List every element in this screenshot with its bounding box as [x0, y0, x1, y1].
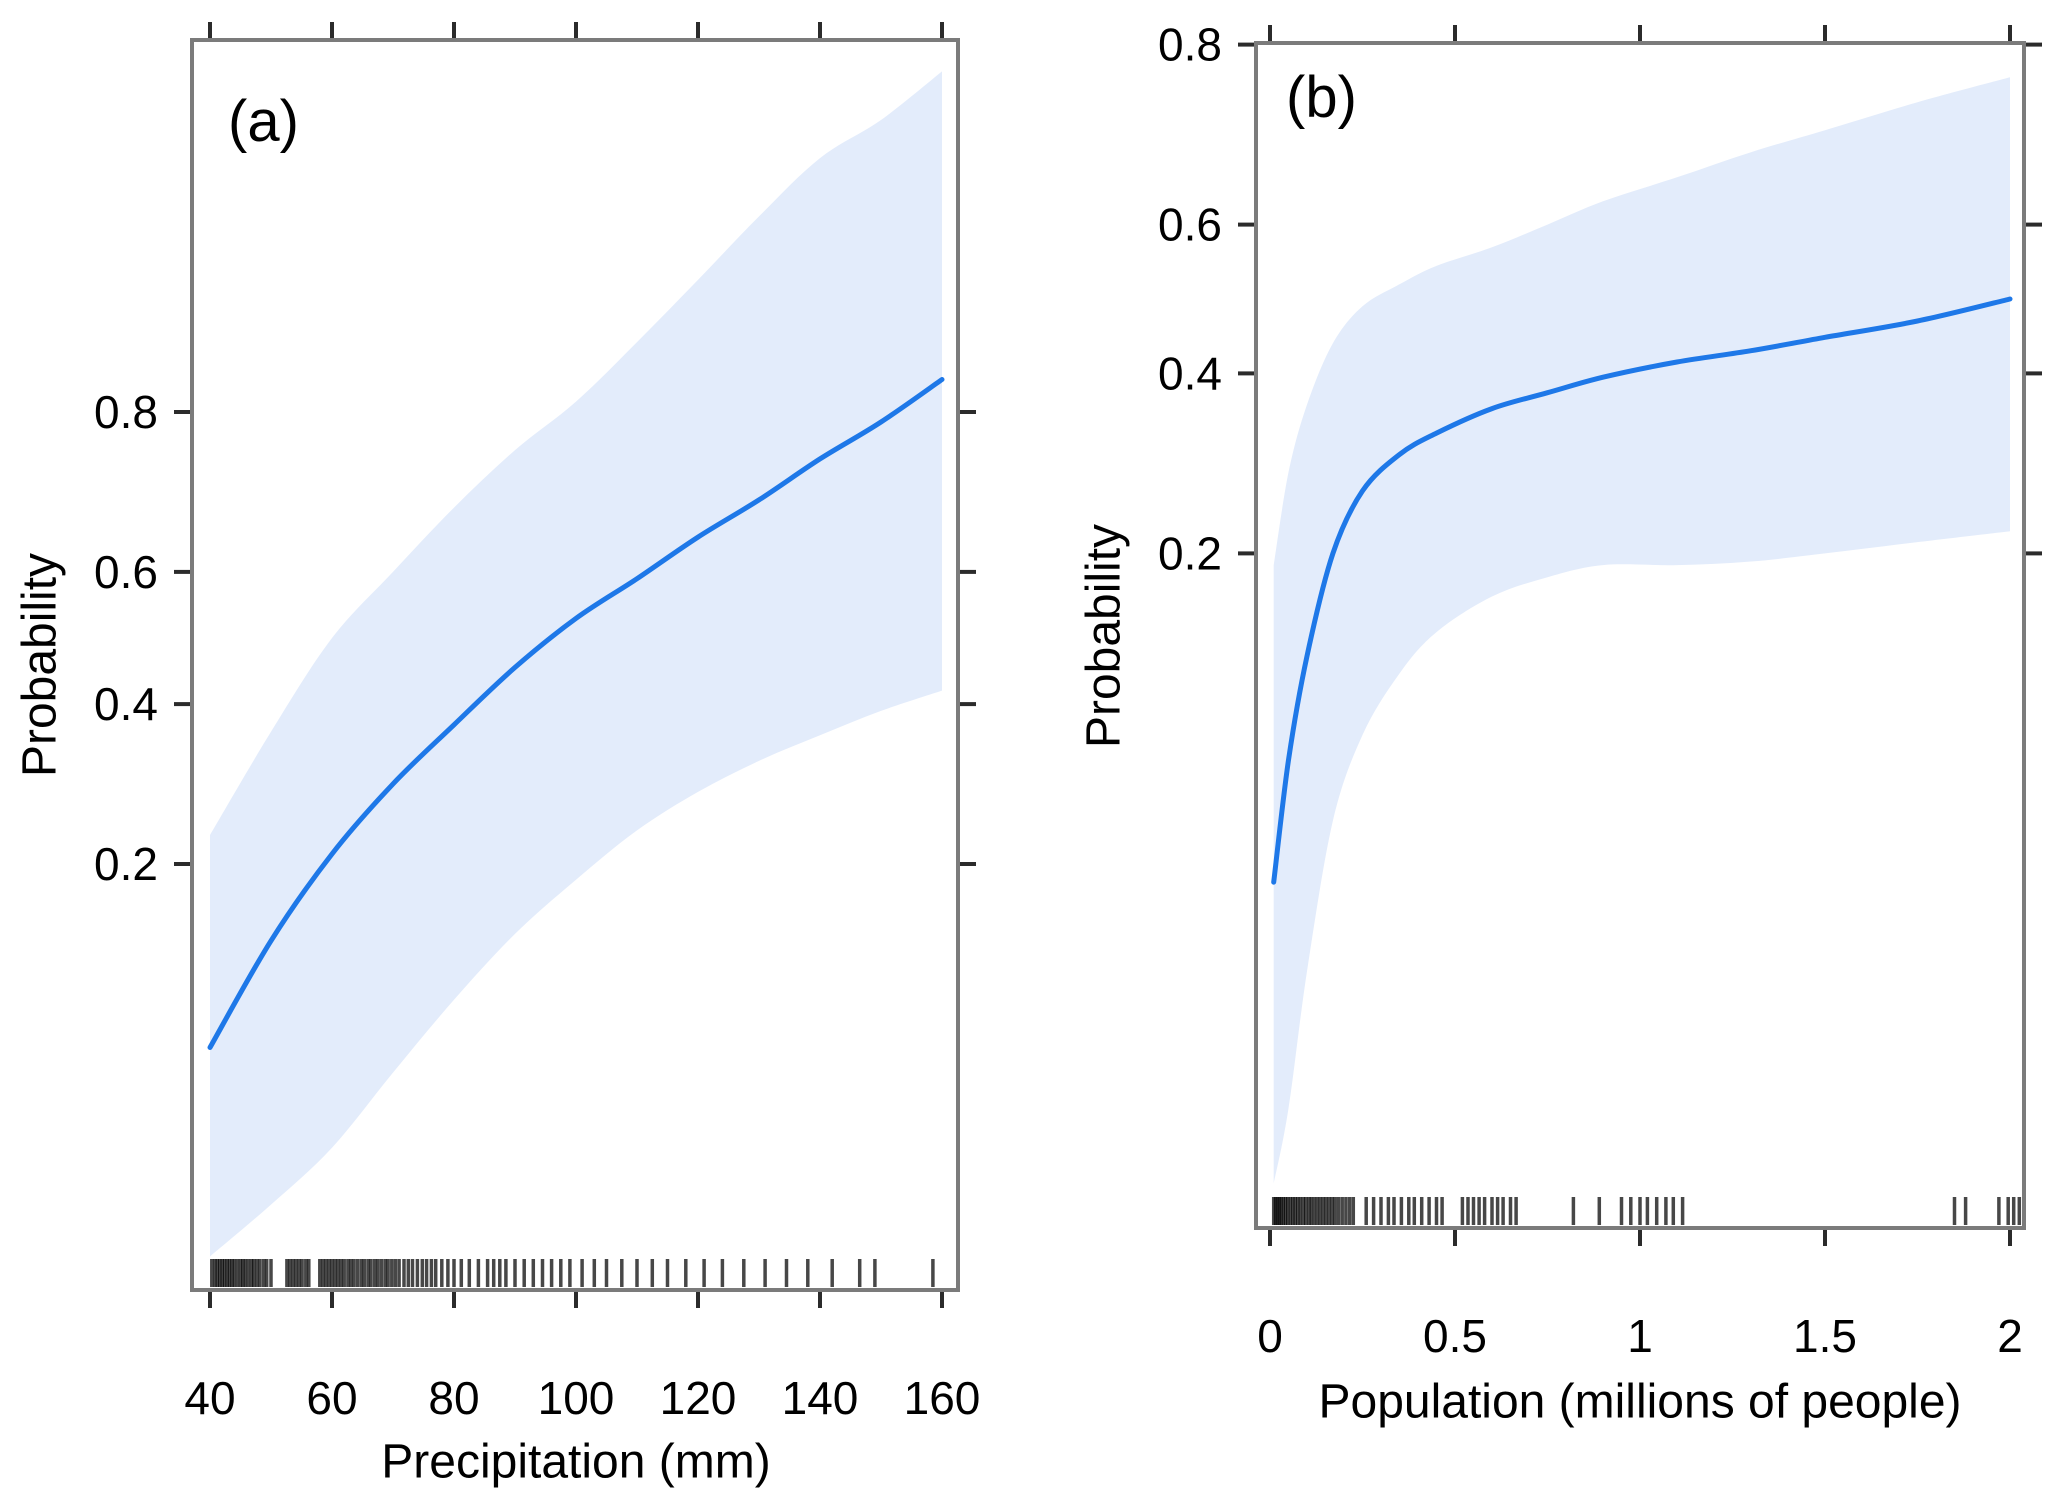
x-tick-label: 80 — [428, 1372, 479, 1424]
y-tick-label: 0.6 — [94, 546, 158, 598]
panel-b-x-axis-title: Population (millions of people) — [1318, 1375, 1962, 1429]
y-tick-label: 0.6 — [1158, 199, 1222, 251]
x-tick-label: 120 — [660, 1372, 737, 1424]
x-tick-label: 140 — [782, 1372, 859, 1424]
panel-a-label: (a) — [228, 89, 299, 154]
panel-b-label: (b) — [1286, 65, 1357, 130]
panel-a: 40 60 80 100 120 140 160 0.2 0.4 0.6 0.8 — [94, 22, 980, 1424]
confidence-band — [210, 71, 942, 1257]
x-tick-label: 1 — [1627, 1310, 1653, 1362]
x-tick-label: 0.5 — [1423, 1310, 1487, 1362]
x-tick-label: 60 — [306, 1372, 357, 1424]
x-tick-label: 40 — [184, 1372, 235, 1424]
y-tick-label: 0.8 — [1158, 19, 1222, 71]
panel-a-y-axis-title: Probability — [13, 552, 67, 778]
fitted-curve — [1271, 296, 2013, 885]
confidence-band — [1273, 77, 2010, 1184]
x-tick-label: 1.5 — [1793, 1310, 1857, 1362]
x-tick-label: 0 — [1257, 1310, 1283, 1362]
x-tick-label: 2 — [1997, 1310, 2023, 1362]
y-tick-label: 0.2 — [94, 838, 158, 890]
y-tick-label: 0.4 — [94, 678, 158, 730]
y-tick-label: 0.8 — [94, 386, 158, 438]
panel-b: 0 0.5 1 1.5 2 0.2 0.4 0.6 0.8 — [1158, 19, 2042, 1362]
y-tick-label: 0.2 — [1158, 527, 1222, 579]
x-tick-label: 160 — [904, 1372, 981, 1424]
plot-frame — [1254, 41, 2026, 1230]
plot-frame — [190, 38, 960, 1292]
y-tick-label: 0.4 — [1158, 347, 1222, 399]
fitted-curve — [207, 377, 945, 1050]
x-tick-label: 100 — [538, 1372, 615, 1424]
panel-b-y-axis-title: Probability — [1077, 523, 1131, 749]
panel-a-x-axis-title: Precipitation (mm) — [381, 1435, 771, 1489]
